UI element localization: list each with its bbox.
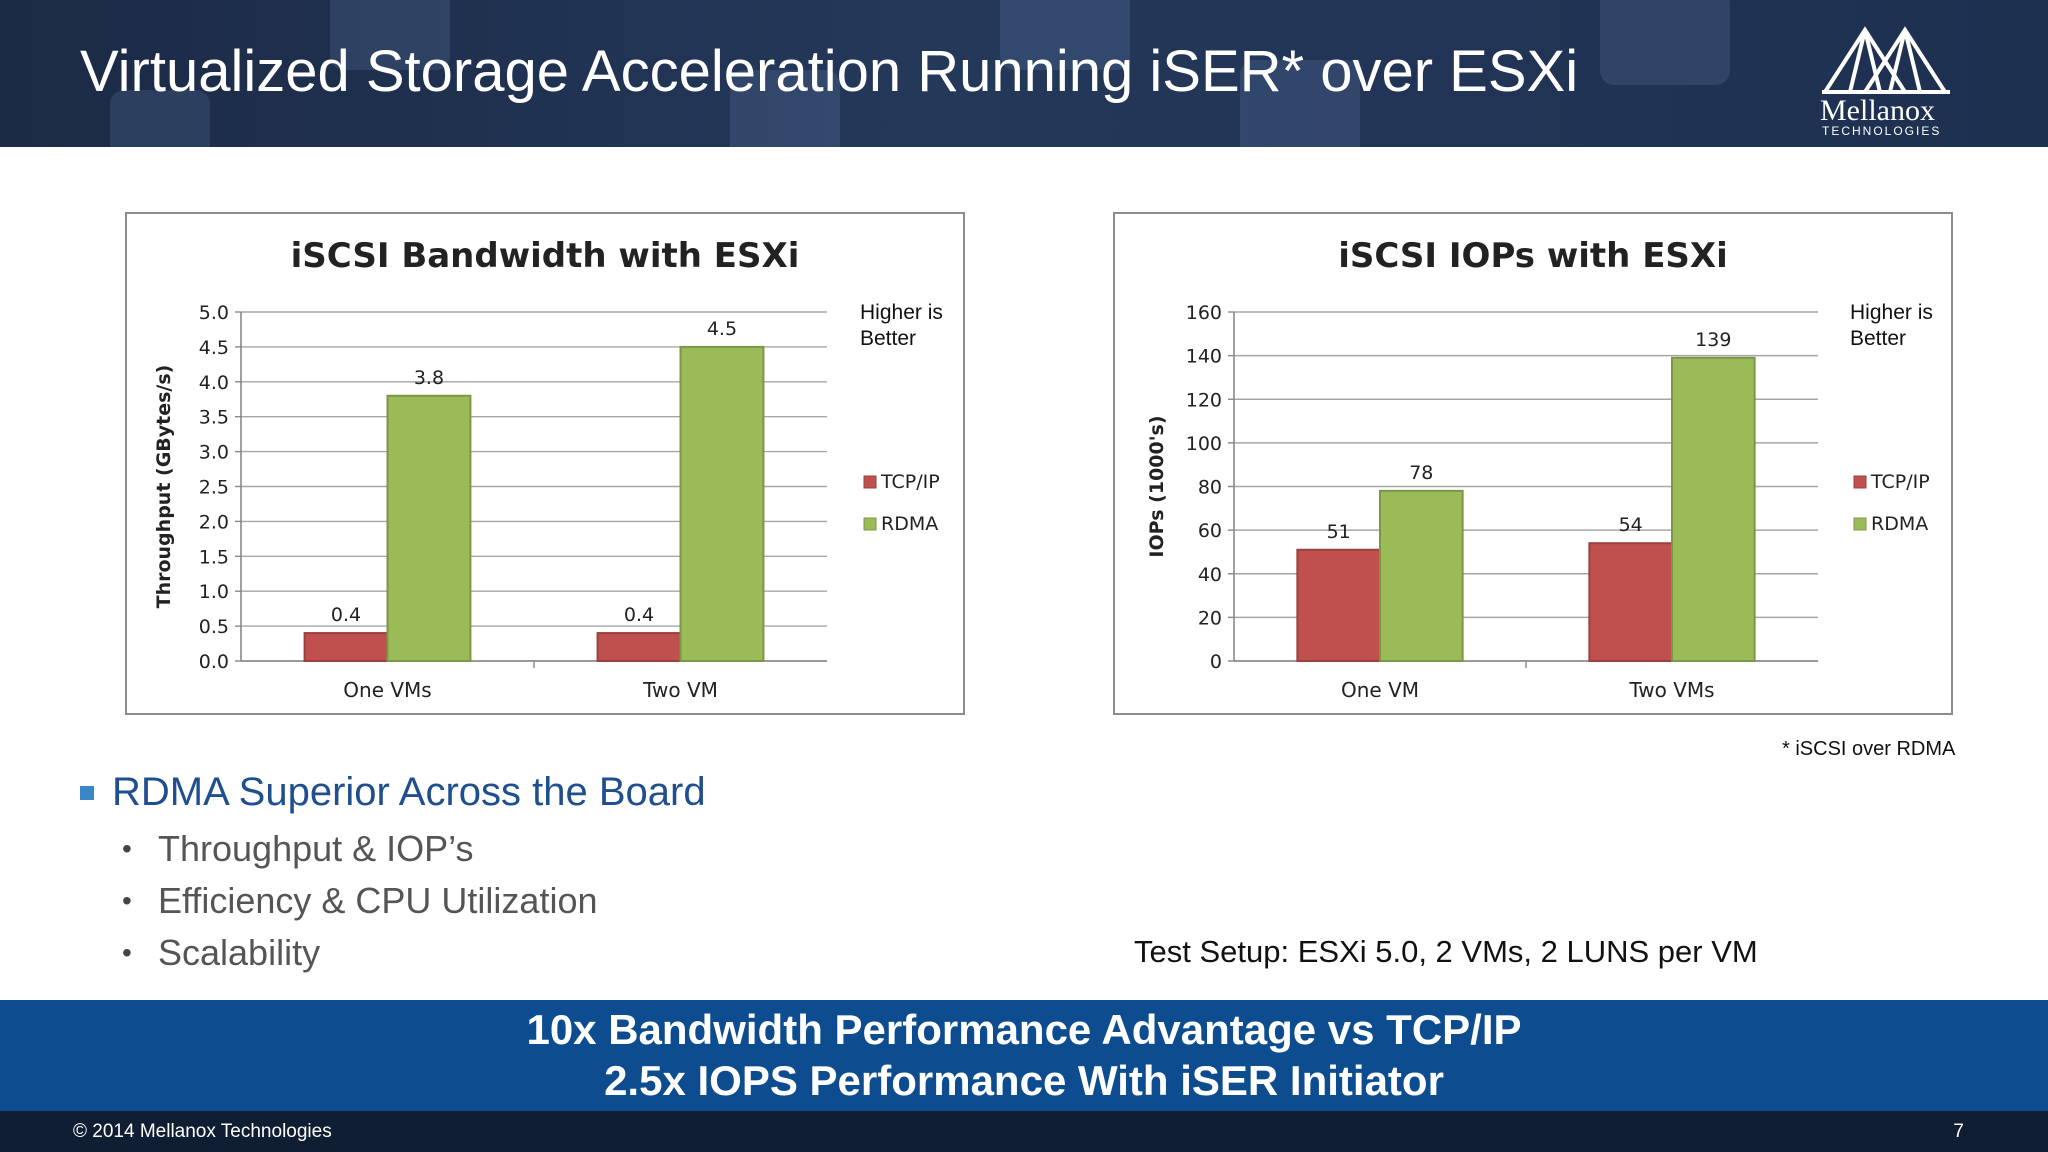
bullet-dot-icon: • [122, 937, 132, 968]
y-tick-label: 140 [1186, 346, 1222, 368]
sub-bullet-text: Efficiency & CPU Utilization [158, 880, 598, 921]
data-label: 78 [1409, 462, 1433, 484]
y-tick-label: 80 [1198, 477, 1222, 499]
data-label: 0.4 [331, 604, 361, 626]
y-tick-label: 3.0 [199, 442, 229, 464]
x-tick-label: One VMs [343, 678, 431, 702]
y-tick-label: 0 [1210, 651, 1222, 673]
data-label: 0.4 [624, 604, 654, 626]
copyright-text: © 2014 Mellanox Technologies [73, 1121, 332, 1142]
page-number: 7 [1953, 1121, 1964, 1142]
logo-wordmark: Mellanox [1820, 94, 1935, 127]
bar [679, 345, 765, 662]
bandwidth-chart-plot: 0.0 0.5 1.0 1.5 2.0 2.5 3.0 3.5 4.0 4.5 5.0 Through… [153, 302, 940, 702]
bar [303, 632, 389, 662]
bullet-dot-icon: • [122, 885, 132, 916]
y-tick-label: 160 [1186, 302, 1222, 324]
legend-label: RDMA [881, 513, 938, 535]
data-label: 54 [1619, 514, 1643, 536]
data-label: 3.8 [414, 367, 444, 389]
y-axis-title: IOPs (1000's) [1146, 415, 1168, 557]
main-bullet-text: RDMA Superior Across the Board [112, 770, 706, 814]
chart-title: iSCSI Bandwidth with ESXi [290, 236, 800, 276]
bar [1296, 548, 1381, 663]
sub-bullet: • Scalability [122, 932, 320, 974]
y-tick-label: 100 [1186, 433, 1222, 455]
y-tick-label: 4.0 [199, 372, 229, 394]
higher-is-better-note: Higher is Better [1850, 301, 1933, 350]
legend-swatch [1853, 475, 1867, 489]
banner-line-2: 2.5x IOPS Performance With iSER Initiato… [604, 1057, 1444, 1104]
slide-title: Virtualized Storage Acceleration Running… [80, 39, 1579, 104]
summary-banner: 10x Bandwidth Performance Advantage vs T… [0, 1000, 2048, 1111]
bullet-dot-icon: • [122, 833, 132, 864]
x-tick-label: Two VMs [1628, 678, 1714, 702]
slide-footer: © 2014 Mellanox Technologies 7 [0, 1111, 2048, 1152]
y-tick-label: 40 [1198, 564, 1222, 586]
y-tick-label: 60 [1198, 520, 1222, 542]
x-tick-label: One VM [1341, 678, 1419, 702]
data-label: 139 [1695, 329, 1731, 351]
y-tick-label: 2.5 [199, 477, 229, 499]
test-setup-text: Test Setup: ESXi 5.0, 2 VMs, 2 LUNS per … [1134, 934, 1758, 969]
square-bullet-icon [80, 785, 94, 800]
sub-bullet: • Efficiency & CPU Utilization [122, 880, 598, 922]
sub-bullet: • Throughput & IOP’s [122, 828, 474, 870]
y-tick-label: 3.5 [199, 407, 229, 429]
legend-swatch [863, 475, 877, 489]
y-tick-label: 4.5 [199, 337, 229, 359]
y-tick-label: 2.0 [199, 511, 229, 533]
header-decor-tile [110, 90, 210, 147]
data-label: 51 [1327, 521, 1351, 543]
sub-bullet-text: Scalability [158, 932, 321, 973]
x-tick-label: Two VM [642, 678, 718, 702]
y-tick-label: 0.0 [199, 651, 229, 673]
y-tick-label: 20 [1198, 607, 1222, 629]
bar [1671, 356, 1756, 662]
iops-chart-plot: 0 20 40 60 80 100 120 140 160 IOPs (1000's) One VM… [1146, 302, 1930, 702]
header-decor-tile [1000, 0, 1130, 70]
banner-line-1: 10x Bandwidth Performance Advantage vs T… [526, 1006, 1522, 1053]
y-tick-label: 120 [1186, 389, 1222, 411]
header-decor-tile [1600, 0, 1730, 85]
y-axis-title: Throughput (GBytes/s) [153, 365, 175, 609]
legend-label: RDMA [1871, 513, 1928, 535]
main-bullet: RDMA Superior Across the Board [80, 770, 706, 815]
y-tick-label: 1.0 [199, 581, 229, 603]
bar [1588, 542, 1674, 662]
slide-header: Virtualized Storage Acceleration Running… [0, 0, 2048, 147]
legend-swatch [863, 517, 877, 531]
header-decor-tile [730, 70, 840, 147]
bar [386, 394, 472, 662]
header-decor-tile [330, 0, 450, 70]
bandwidth-chart: iSCSI Bandwidth with ESXi 0.0 0.5 1.0 1.5 2.… [125, 212, 965, 715]
higher-is-better-note: Higher is Better [860, 301, 943, 350]
bar [596, 632, 682, 662]
bar [1379, 489, 1464, 662]
data-label: 4.5 [707, 318, 737, 340]
y-tick-label: 1.5 [199, 546, 229, 568]
logo-subtitle: TECHNOLOGIES [1822, 124, 1942, 138]
header-decor-tile [1240, 60, 1360, 147]
footnote: * iSCSI over RDMA [1782, 738, 1956, 760]
legend-swatch [1853, 517, 1867, 531]
chart-title: iSCSI IOPs with ESXi [1338, 236, 1728, 276]
sub-bullet-text: Throughput & IOP’s [158, 828, 474, 869]
y-tick-label: 0.5 [199, 616, 229, 638]
mellanox-logo-icon [1822, 26, 1950, 94]
legend-label: TCP/IP [1870, 471, 1930, 493]
y-tick-label: 5.0 [199, 302, 229, 324]
iops-chart: iSCSI IOPs with ESXi 0 20 40 60 80 100 120 140 1… [1113, 212, 1953, 715]
legend-label: TCP/IP [880, 471, 940, 493]
